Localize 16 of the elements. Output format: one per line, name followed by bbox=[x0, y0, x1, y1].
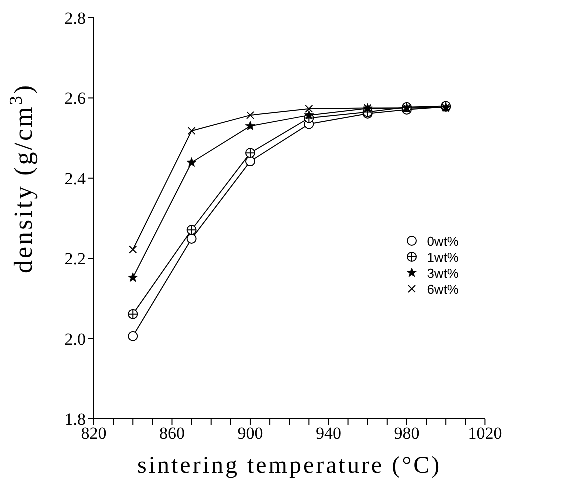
y-tick-label: 2.6 bbox=[64, 89, 86, 108]
x-tick-label: 820 bbox=[81, 424, 107, 444]
x-tick-label: 900 bbox=[238, 424, 264, 444]
x-tick-label: 1020 bbox=[468, 424, 502, 444]
x-tick-label: 940 bbox=[316, 424, 342, 444]
x-tick-label: 860 bbox=[159, 424, 185, 444]
y-tick-label: 2.8 bbox=[64, 9, 86, 28]
x-axis-title: sintering temperature (°C) bbox=[138, 453, 442, 479]
x-tick-label: 980 bbox=[394, 424, 420, 444]
y-tick-label: 2.2 bbox=[64, 250, 86, 269]
y-tick-label: 2.0 bbox=[64, 330, 86, 349]
legend-label: 3wt% bbox=[427, 266, 459, 280]
legend-label: 1wt% bbox=[427, 250, 459, 264]
legend-label: 6wt% bbox=[427, 282, 459, 296]
legend-label: 0wt% bbox=[427, 234, 459, 248]
y-tick-label: 2.4 bbox=[64, 169, 86, 188]
